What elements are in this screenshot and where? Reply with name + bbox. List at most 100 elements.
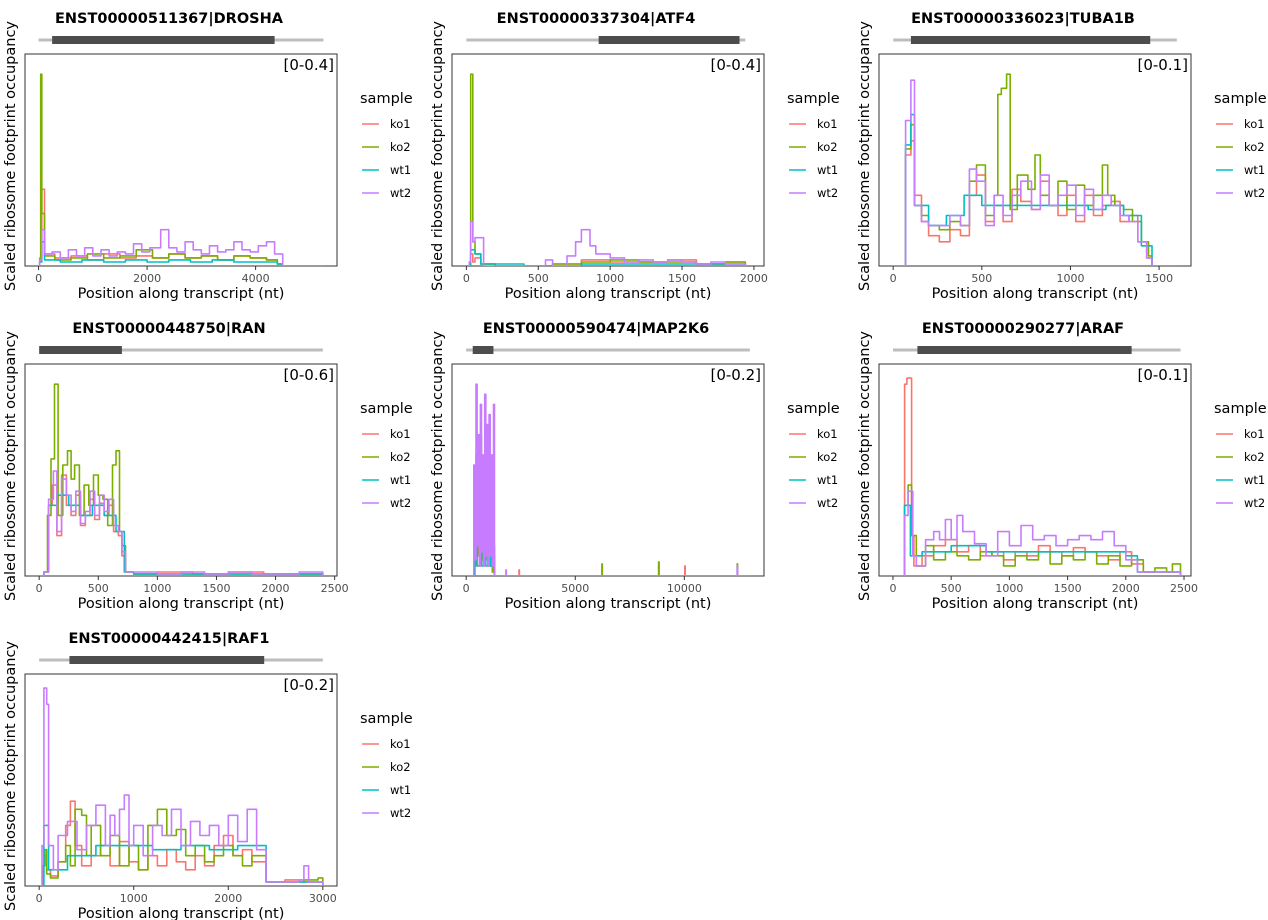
x-tick-label: 3000 xyxy=(309,892,337,905)
legend-label-ko2: ko2 xyxy=(1244,140,1265,154)
y-axis-label: Scaled ribosome footprint occupancy xyxy=(430,21,446,291)
y-axis-label: Scaled ribosome footprint occupancy xyxy=(857,331,873,601)
x-tick-label: 10000 xyxy=(667,582,702,595)
legend-label-ko1: ko1 xyxy=(817,117,838,131)
panel-1: ENST00000511367|DROSHA [0-0.4] 0 2000 4000Po… xyxy=(3,11,413,302)
panel-title: ENST00000337304|ATF4 xyxy=(497,11,696,27)
legend-label-wt1: wt1 xyxy=(817,163,838,177)
series-line-wt2 xyxy=(39,687,324,886)
range-label: [0-0.6] xyxy=(283,366,334,384)
legend-title: sample xyxy=(787,91,840,107)
range-label: [0-0.1] xyxy=(1137,56,1188,74)
transcript-cds-box xyxy=(917,346,1132,354)
x-tick-label: 1000 xyxy=(596,272,624,285)
x-axis-label: Position along transcript (nt) xyxy=(932,286,1139,302)
x-tick-label: 4000 xyxy=(242,272,270,285)
x-tick-label: 0 xyxy=(35,272,42,285)
x-axis-label: Position along transcript (nt) xyxy=(505,596,712,612)
x-axis-label: Position along transcript (nt) xyxy=(78,906,285,920)
transcript-cds-box xyxy=(598,36,740,44)
legend-title: sample xyxy=(1214,91,1267,107)
legend-label-wt1: wt1 xyxy=(1244,163,1265,177)
legend-title: sample xyxy=(360,401,413,417)
x-tick-label: 0 xyxy=(463,272,470,285)
legend-label-ko1: ko1 xyxy=(1244,427,1265,441)
plot-panel xyxy=(451,363,765,577)
x-tick-label: 0 xyxy=(463,582,470,595)
panel-title: ENST00000590474|MAP2K6 xyxy=(483,321,709,337)
plot-panel xyxy=(451,53,765,267)
transcript-cds-box xyxy=(472,346,494,354)
series-group xyxy=(466,73,747,266)
legend-label-wt1: wt1 xyxy=(390,163,411,177)
legend-title: sample xyxy=(1214,401,1267,417)
legend-label-ko2: ko2 xyxy=(817,450,838,464)
series-line-wt2 xyxy=(39,470,324,576)
y-axis-label: Scaled ribosome footprint occupancy xyxy=(430,331,446,601)
series-line-ko2 xyxy=(39,808,324,886)
panel-2: ENST00000337304|ATF4 [0-0.4] 0 500 1000 1500 2… xyxy=(430,11,840,302)
panel-3: ENST00000336023|TUBA1B [0-0.1] 0 500 1000 150… xyxy=(857,11,1267,302)
plot-panel xyxy=(24,363,338,577)
x-tick-label: 1500 xyxy=(1054,582,1082,595)
series-line-wt1 xyxy=(466,249,747,266)
y-axis-label: Scaled ribosome footprint occupancy xyxy=(857,21,873,291)
series-line-wt2 xyxy=(466,220,747,266)
series-group xyxy=(39,687,324,886)
x-tick-label: 0 xyxy=(889,582,896,595)
panel-5: ENST00000590474|MAP2K6 [0-0.2] 0 5000 10000P… xyxy=(430,321,840,612)
x-tick-label: 0 xyxy=(36,892,43,905)
x-tick-label: 1000 xyxy=(1056,272,1084,285)
range-label: [0-0.2] xyxy=(710,366,761,384)
transcript-cds-box xyxy=(910,36,1151,44)
x-tick-label: 2000 xyxy=(214,892,242,905)
x-axis-label: Position along transcript (nt) xyxy=(78,286,285,302)
panel-7: ENST00000442415|RAF1 [0-0.2] 0 1000 2000 3000… xyxy=(3,631,413,920)
x-tick-label: 500 xyxy=(528,272,549,285)
series-line-wt2 xyxy=(893,79,1177,266)
range-label: [0-0.1] xyxy=(1137,366,1188,384)
legend-label-wt2: wt2 xyxy=(1244,186,1265,200)
panel-title: ENST00000442415|RAF1 xyxy=(68,631,269,647)
legend-label-wt1: wt1 xyxy=(817,473,838,487)
range-label: [0-0.4] xyxy=(283,56,334,74)
x-tick-label: 2500 xyxy=(1170,582,1198,595)
x-axis-label: Position along transcript (nt) xyxy=(932,596,1139,612)
series-line-wt2 xyxy=(893,490,1182,576)
series-line-wt2 xyxy=(466,383,750,576)
legend-label-ko2: ko2 xyxy=(1244,450,1265,464)
series-line-wt2 xyxy=(38,228,324,266)
series-group xyxy=(893,377,1182,576)
legend-label-ko2: ko2 xyxy=(390,140,411,154)
legend-label-wt2: wt2 xyxy=(817,496,838,510)
panel-6: ENST00000290277|ARAF [0-0.1] 0 500 1000 1500 2… xyxy=(857,321,1267,612)
plot-panel xyxy=(878,363,1192,577)
transcript-cds-box xyxy=(69,656,265,664)
range-label: [0-0.2] xyxy=(283,676,334,694)
panel-title: ENST00000290277|ARAF xyxy=(922,321,1124,337)
legend-title: sample xyxy=(787,401,840,417)
x-tick-label: 1500 xyxy=(202,582,230,595)
x-tick-label: 1500 xyxy=(1145,272,1173,285)
transcript-cds-box xyxy=(39,346,122,354)
legend-label-ko1: ko1 xyxy=(390,737,411,751)
panel-title: ENST00000448750|RAN xyxy=(72,321,265,337)
legend-title: sample xyxy=(360,711,413,727)
legend-label-ko2: ko2 xyxy=(817,140,838,154)
panel-4: ENST00000448750|RAN [0-0.6] 0 500 1000 1500 20… xyxy=(3,321,413,612)
x-tick-label: 500 xyxy=(971,272,992,285)
panel-title: ENST00000511367|DROSHA xyxy=(55,11,284,27)
x-tick-label: 500 xyxy=(941,582,962,595)
legend-label-ko1: ko1 xyxy=(817,427,838,441)
series-line-ko2 xyxy=(38,73,324,266)
y-axis-label: Scaled ribosome footprint occupancy xyxy=(3,21,19,291)
series-group xyxy=(39,383,324,576)
legend-label-ko1: ko1 xyxy=(390,117,411,131)
x-axis-label: Position along transcript (nt) xyxy=(505,286,712,302)
x-tick-label: 2000 xyxy=(740,272,768,285)
y-axis-label: Scaled ribosome footprint occupancy xyxy=(3,331,19,601)
legend-label-ko2: ko2 xyxy=(390,760,411,774)
x-tick-label: 0 xyxy=(890,272,897,285)
x-tick-label: 2000 xyxy=(262,582,290,595)
x-tick-label: 500 xyxy=(88,582,109,595)
